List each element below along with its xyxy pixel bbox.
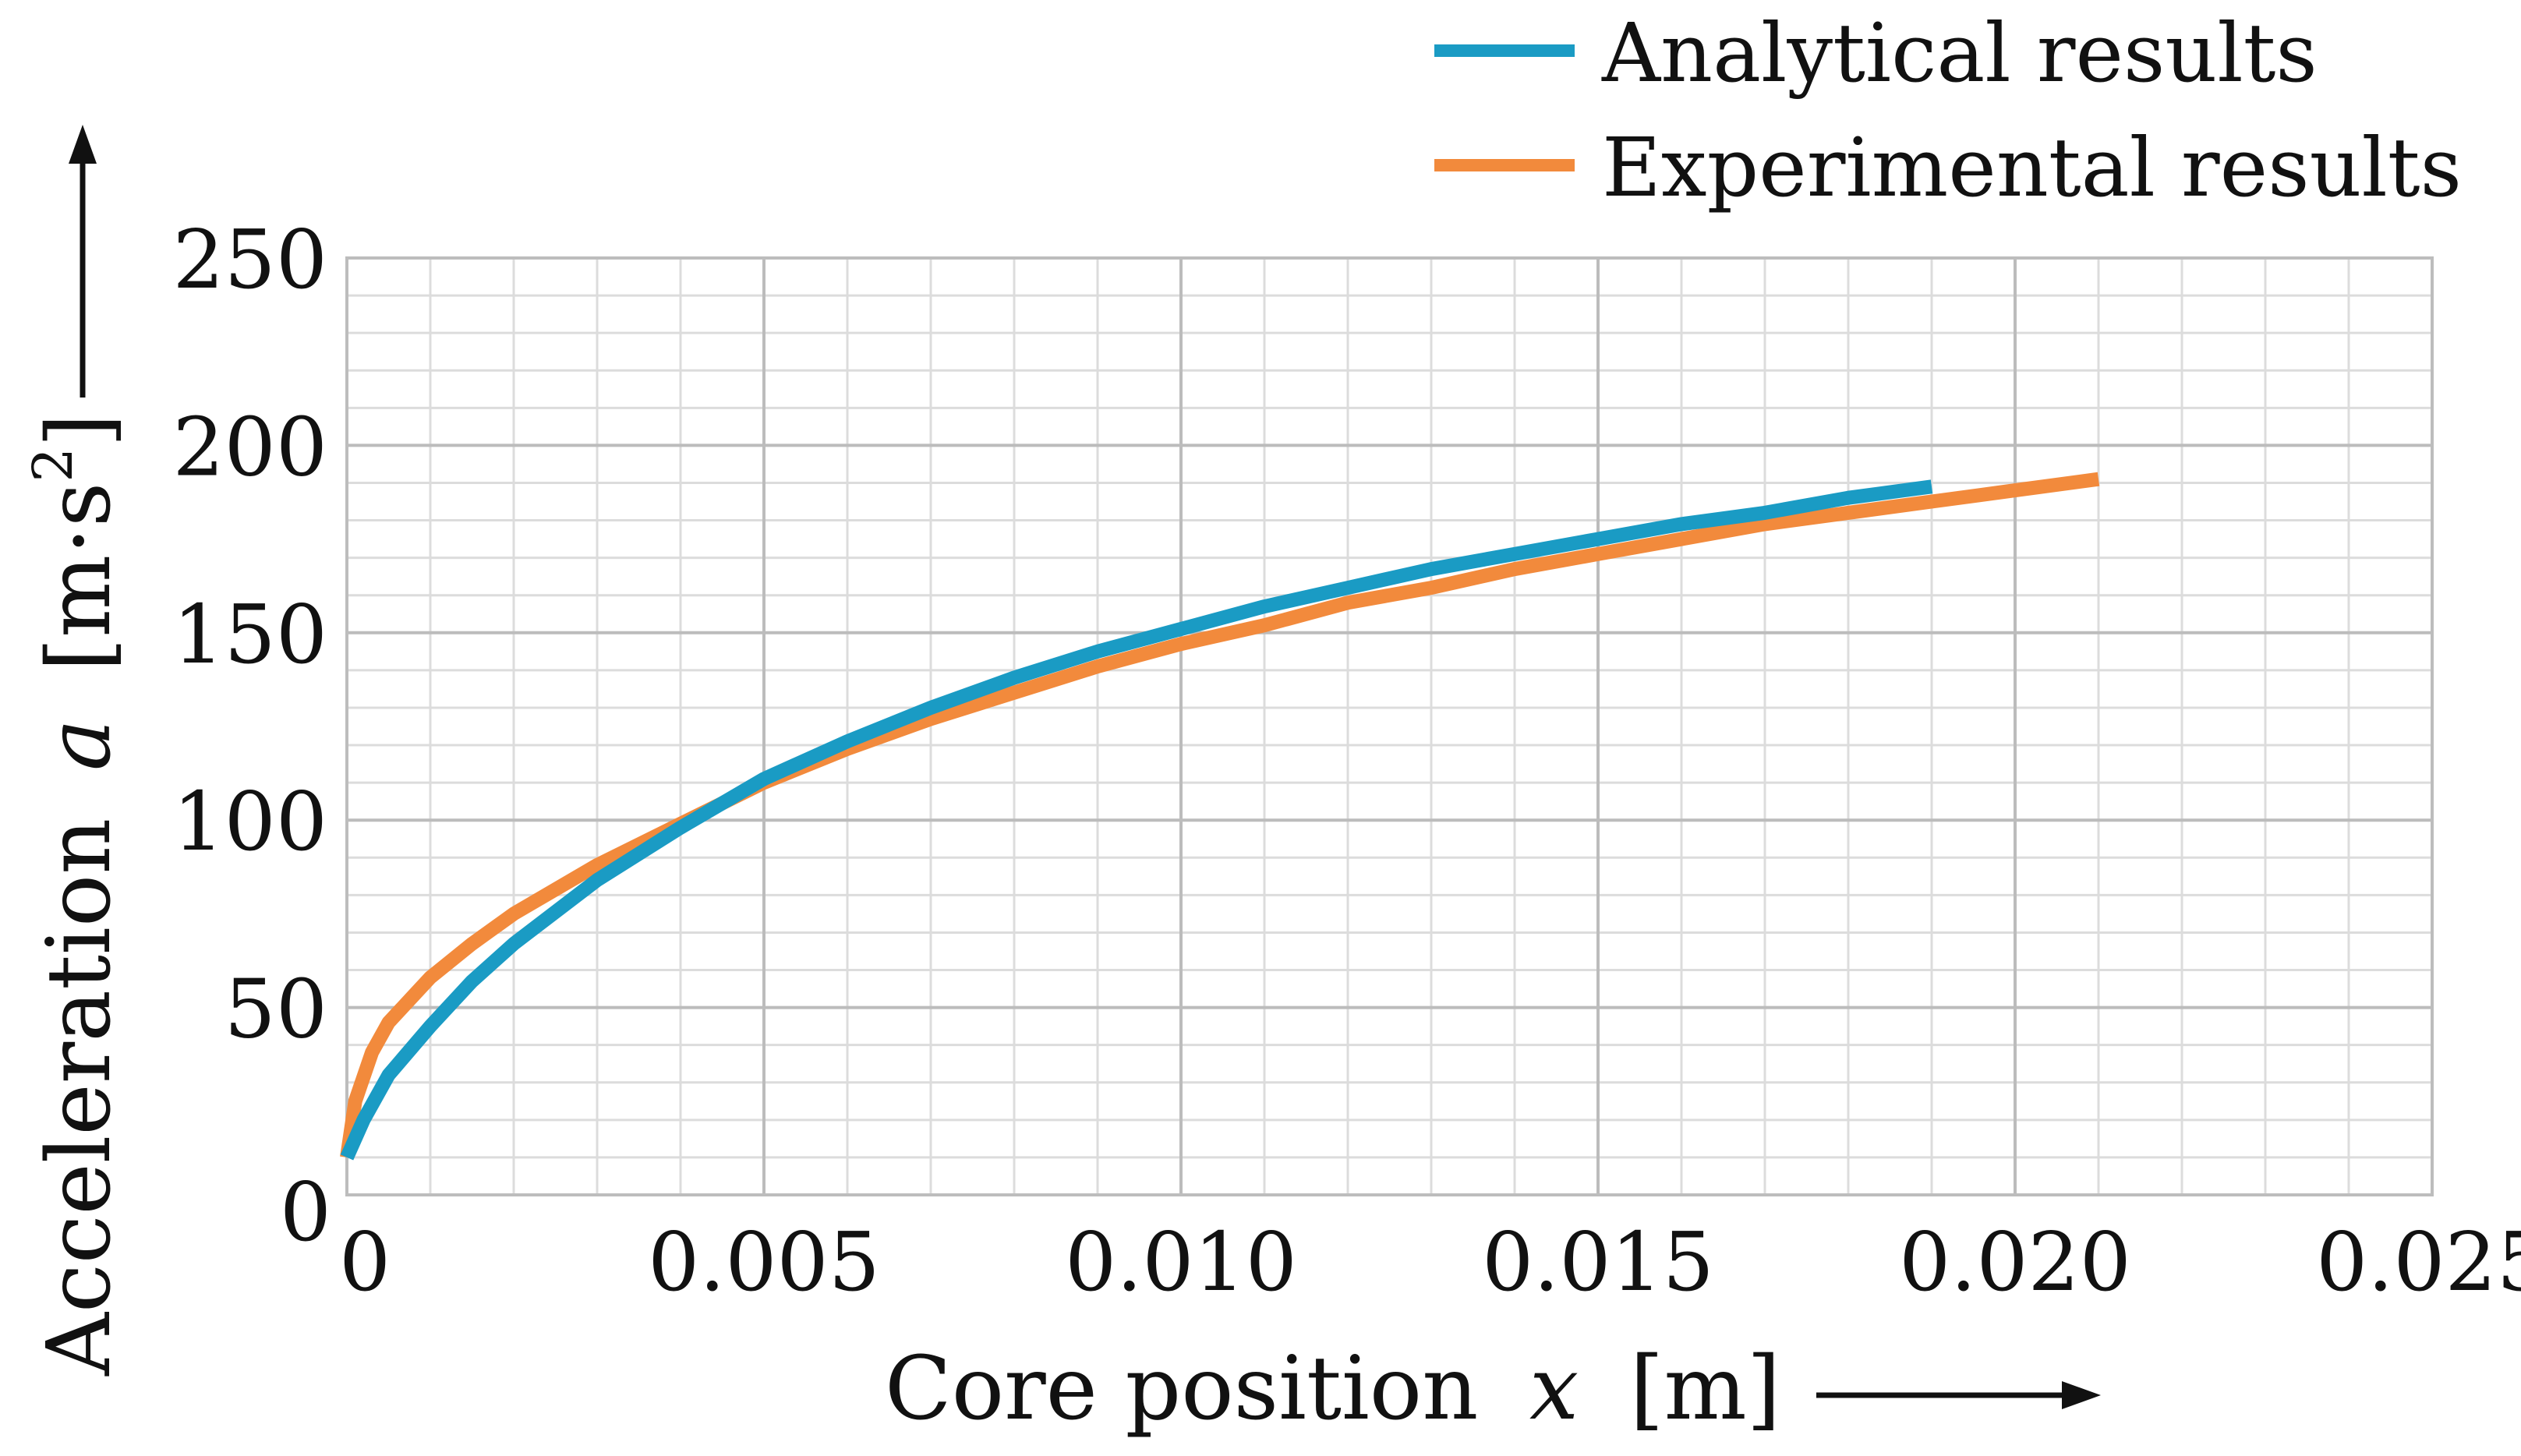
x-axis-label-text: Core position [885,1338,1478,1440]
x-axis-label-var: x [1529,1338,1579,1440]
x-tick-label: 0.025 [2316,1214,2521,1309]
x-axis-label: Core position x [m] [885,1338,1780,1440]
y-axis-label-var: a [29,719,130,771]
x-axis-label-unit: [m] [1630,1338,1781,1440]
y-axis-label-unit-close: ] [29,413,130,447]
y-axis-label-unit: [m·s [29,482,130,672]
y-tick-label: 200 [172,399,327,494]
series-line-experimental [340,472,2100,1159]
x-tick-label: 0.010 [1065,1214,1297,1309]
major-grid [345,256,2434,1196]
x-tick-label: 0.015 [1482,1214,1714,1309]
y-tick-labels: 0 50 100 150 200 250 [172,212,331,1260]
y-axis-arrow-head [69,125,97,164]
x-axis-label-group: Core position x [m] [885,1338,2101,1440]
legend: Analytical results Experimental results [1434,5,2462,215]
y-tick-label: 100 [172,774,327,869]
series-layer [340,472,2100,1161]
plot-frame [345,256,2434,1196]
x-tick-label: 0 [339,1214,391,1309]
y-tick-label: 0 [280,1164,331,1260]
y-axis-label-text: Acceleration [29,818,130,1376]
x-tick-label: 0.020 [1899,1214,2131,1309]
legend-label-analytical: Analytical results [1601,5,2318,101]
y-axis-label: Acceleration a [m·s2] [21,413,130,1376]
minor-grid [347,258,2432,1195]
series-line-analytical [340,479,1933,1161]
x-axis-arrow-head [2062,1381,2101,1409]
y-tick-label: 250 [172,212,327,307]
y-axis-label-unit-sup: 2 [21,447,85,482]
legend-label-experimental: Experimental results [1602,120,2462,215]
y-axis-label-group: Acceleration a [m·s2] [21,125,130,1376]
x-tick-label: 0.005 [648,1214,880,1309]
y-tick-label: 150 [172,587,327,682]
x-tick-labels: 0 0.005 0.010 0.015 0.020 0.025 [339,1214,2521,1309]
y-tick-label: 50 [225,962,327,1057]
